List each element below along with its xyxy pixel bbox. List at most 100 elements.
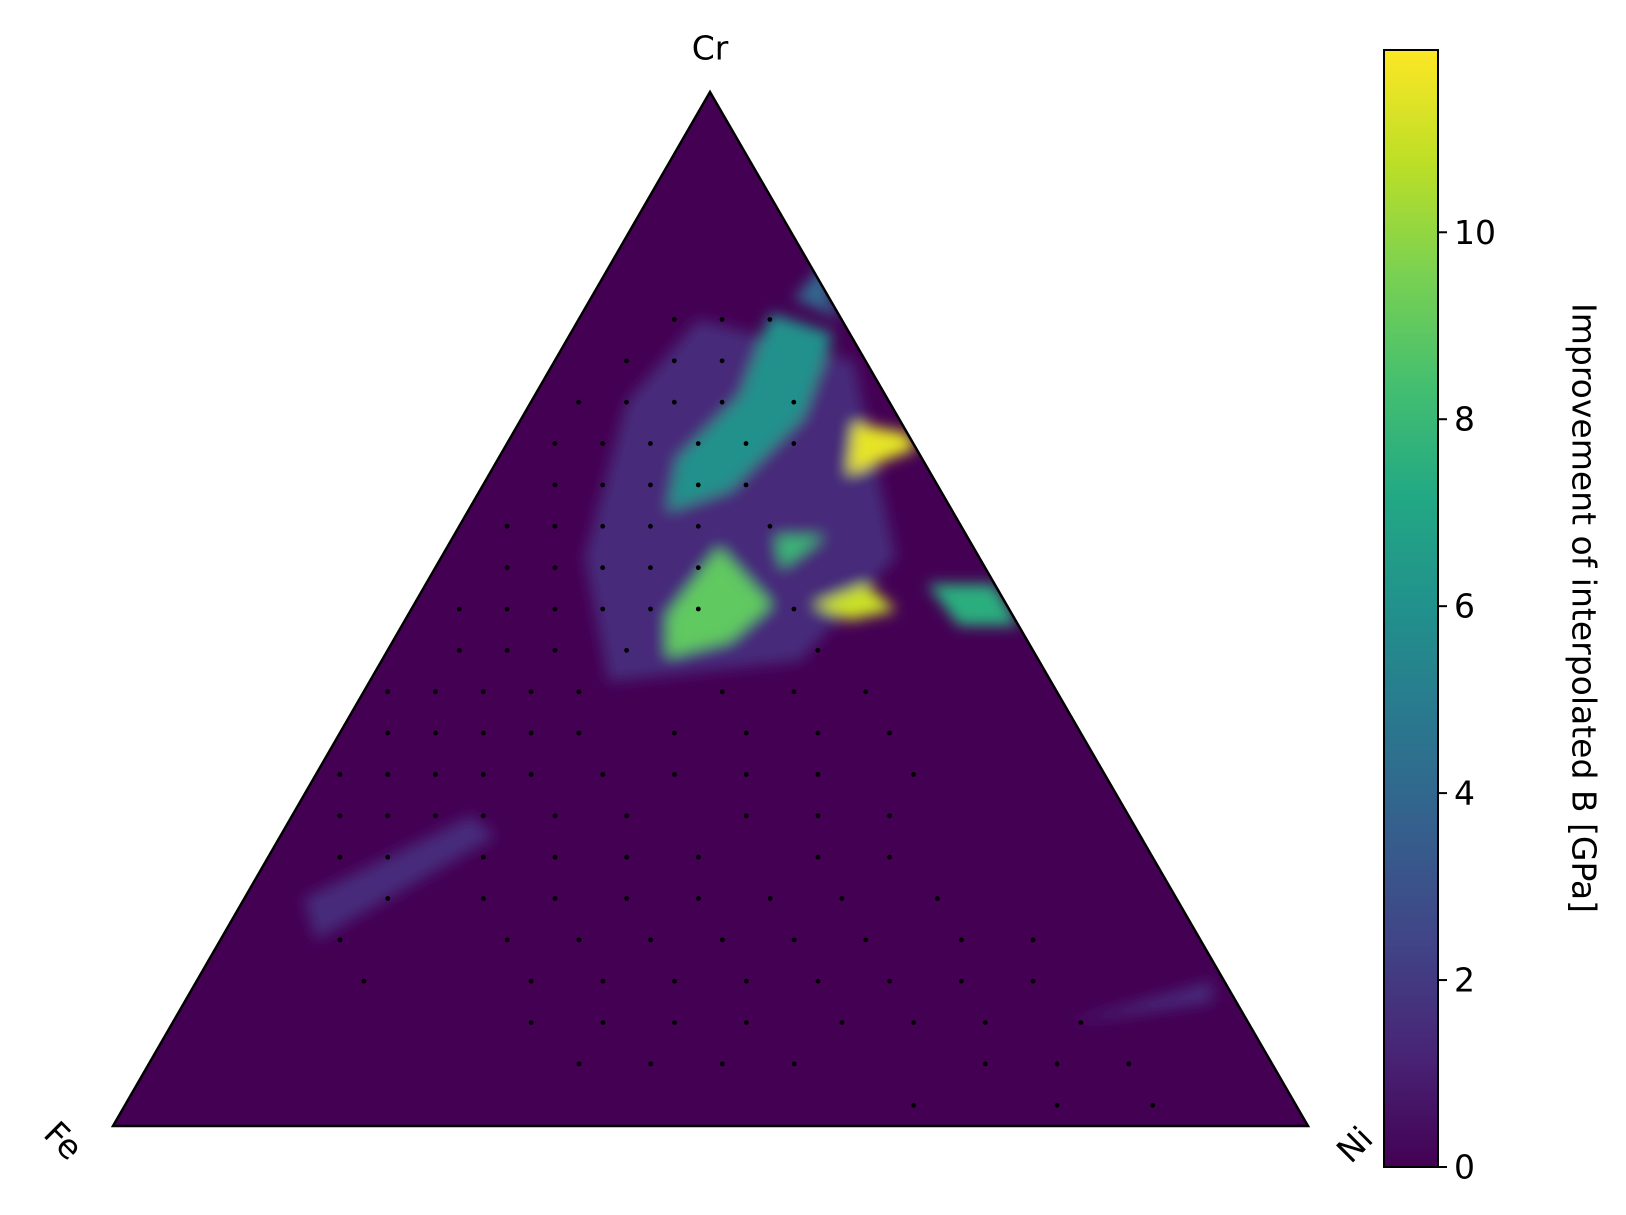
- sample-point: [337, 772, 343, 777]
- sample-point: [696, 854, 701, 860]
- sample-point: [480, 772, 486, 777]
- sample-point: [767, 317, 773, 322]
- sample-point: [552, 896, 558, 901]
- sample-point: [600, 441, 606, 446]
- sample-point: [1030, 937, 1036, 943]
- sample-point: [719, 399, 725, 405]
- sample-point: [552, 854, 558, 860]
- sample-point: [695, 606, 701, 612]
- vertex-label-top: Cr: [692, 29, 729, 68]
- sample-point: [743, 772, 749, 777]
- sample-point: [576, 1061, 582, 1067]
- sample-point: [1054, 1061, 1060, 1067]
- sample-point: [767, 523, 773, 529]
- sample-point: [887, 813, 892, 819]
- sample-point: [1126, 1061, 1132, 1067]
- sample-point: [720, 1061, 725, 1067]
- sample-point: [672, 1020, 677, 1025]
- sample-point: [456, 606, 462, 612]
- heatmap-patch: [775, 536, 824, 568]
- sample-point: [815, 730, 821, 736]
- sample-point: [1078, 1020, 1084, 1025]
- sample-point: [528, 689, 534, 695]
- heatmap-patches: [304, 257, 1213, 1023]
- sample-point: [887, 730, 892, 736]
- sample-point: [337, 813, 343, 819]
- colorbar-label: Improvement of interpolated B [GPa]: [1565, 303, 1604, 913]
- sample-point: [958, 978, 964, 984]
- sample-point: [839, 896, 845, 901]
- sample-point: [791, 399, 797, 405]
- sample-point: [815, 647, 821, 653]
- sample-point: [648, 441, 653, 446]
- colorbar: [1383, 49, 1439, 1168]
- sample-point: [600, 523, 606, 529]
- sample-point: [385, 896, 391, 901]
- sample-point: [552, 813, 558, 819]
- sample-point: [648, 937, 654, 943]
- vertex-label-right: Ni: [1329, 1119, 1381, 1171]
- sample-point: [695, 482, 701, 488]
- sample-point: [528, 772, 534, 777]
- sample-point: [433, 772, 438, 777]
- sample-point: [671, 399, 677, 405]
- sample-point: [791, 606, 797, 612]
- sample-point: [672, 978, 677, 984]
- sample-point: [385, 689, 391, 695]
- sample-point: [385, 813, 391, 819]
- sample-point: [456, 647, 462, 653]
- sample-point: [337, 854, 343, 860]
- sample-point: [337, 937, 343, 943]
- heatmap-patch: [793, 257, 842, 320]
- sample-point: [648, 1061, 654, 1067]
- sample-point: [815, 978, 821, 984]
- sample-point: [648, 565, 653, 571]
- sample-point: [911, 1020, 916, 1025]
- sample-point: [576, 399, 582, 405]
- colorbar-tick-label: 6: [1454, 587, 1475, 626]
- sample-point: [791, 1061, 797, 1067]
- sample-point: [671, 317, 677, 322]
- sample-point: [552, 523, 558, 529]
- sample-point: [815, 854, 821, 860]
- sample-point: [719, 689, 725, 695]
- colorbar-tick-label: 0: [1454, 1148, 1475, 1187]
- sample-point: [767, 896, 773, 901]
- sample-point: [624, 399, 629, 405]
- sample-point: [480, 854, 486, 860]
- sample-point: [743, 813, 749, 819]
- sample-point: [743, 1020, 749, 1025]
- sample-point: [361, 978, 367, 984]
- sample-point: [911, 772, 916, 777]
- sample-point: [743, 978, 749, 984]
- colorbar-tick-label: 2: [1454, 961, 1475, 1000]
- sample-point: [576, 937, 582, 943]
- vertex-label-left: Fe: [36, 1114, 90, 1168]
- sample-point: [672, 730, 677, 736]
- sample-point: [433, 730, 438, 736]
- sample-point: [1030, 978, 1036, 984]
- heatmap-patch: [1068, 981, 1213, 1023]
- sample-point: [433, 813, 438, 819]
- sample-point: [600, 772, 606, 777]
- sample-point: [600, 978, 606, 984]
- sample-point: [528, 978, 534, 984]
- sample-point: [624, 358, 629, 364]
- sample-point: [480, 730, 486, 736]
- sample-point: [480, 689, 486, 695]
- sample-point: [528, 1020, 534, 1025]
- sample-point: [839, 1020, 845, 1025]
- colorbar-tick-label: 10: [1454, 213, 1496, 252]
- sample-point: [719, 358, 725, 364]
- sample-point: [815, 813, 821, 819]
- sample-point: [552, 647, 558, 653]
- sample-point: [648, 606, 653, 612]
- sample-point: [696, 896, 701, 901]
- sample-point: [695, 565, 701, 571]
- sample-point: [504, 606, 510, 612]
- sample-point: [552, 441, 558, 446]
- sample-point: [887, 978, 893, 984]
- sample-point: [504, 647, 510, 653]
- sample-point: [385, 854, 391, 860]
